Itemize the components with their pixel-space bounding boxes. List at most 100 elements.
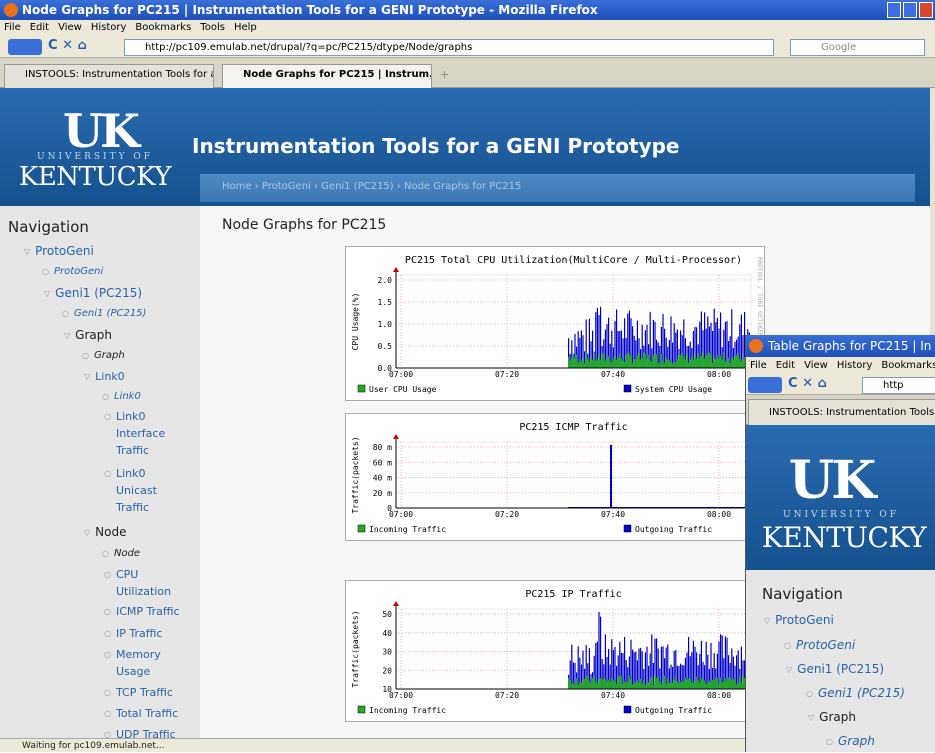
nav-item[interactable]: ○ ProtoGeni <box>42 263 192 280</box>
nav-item[interactable]: ○ Graph <box>826 733 935 750</box>
traffic-decoration <box>596 307 598 368</box>
traffic-decoration <box>646 684 648 689</box>
bullet: ▽ <box>764 616 771 625</box>
traffic-decoration <box>628 353 631 368</box>
traffic-decoration <box>606 656 608 689</box>
traffic-decoration <box>728 341 730 368</box>
search-field[interactable]: Google <box>790 39 925 56</box>
nav-item[interactable]: ○ Memory Usage <box>104 646 184 680</box>
traffic-decoration <box>593 655 595 689</box>
nav-item[interactable]: ▽ Link0 <box>84 368 194 385</box>
legend-label: User CPU Usage <box>369 385 437 394</box>
reload-stop-home[interactable]: C ✕ ⌂ <box>48 38 87 53</box>
nav-item[interactable]: ○ IP Traffic <box>104 625 199 642</box>
traffic-decoration <box>724 678 727 689</box>
menu-item[interactable]: View <box>58 22 82 33</box>
nav-label: Geni1 (PC215) <box>55 286 143 300</box>
nav-item[interactable]: ○ Geni1 (PC215) <box>806 685 935 702</box>
menu-item[interactable]: History <box>836 360 873 371</box>
traffic-decoration <box>595 312 597 368</box>
reload-stop-home[interactable]: C ✕ ⌂ <box>788 376 827 391</box>
menu-item[interactable]: File <box>4 22 21 33</box>
y-axis-label: Traffic(packets) <box>351 436 360 513</box>
nav-item[interactable]: ▽ Node <box>84 524 194 541</box>
menu-item[interactable]: Bookmarks <box>881 360 935 371</box>
nav-item[interactable]: ○ Total Traffic <box>104 705 199 722</box>
tab[interactable]: INSTOOLS: Instrumentation Tools <box>748 399 935 425</box>
traffic-decoration <box>720 634 722 689</box>
menu-item[interactable]: View <box>804 360 828 371</box>
x-tick-label: 07:40 <box>601 370 625 379</box>
traffic-decoration <box>678 683 680 689</box>
nav-item[interactable]: ○ UDP Traffic <box>104 726 199 743</box>
menu-item[interactable]: Edit <box>29 22 50 33</box>
traffic-decoration <box>729 677 732 689</box>
traffic-decoration <box>628 656 630 689</box>
traffic-decoration <box>598 315 600 368</box>
traffic-decoration <box>696 652 698 689</box>
traffic-decoration <box>728 677 730 689</box>
traffic-decoration <box>624 681 626 689</box>
maximize[interactable] <box>903 2 917 18</box>
traffic-decoration <box>710 642 712 689</box>
breadcrumb[interactable]: Home › ProtoGeni › Geni1 (PC215) › Node … <box>200 174 915 202</box>
traffic-decoration <box>603 678 605 689</box>
nav-item[interactable]: ○ CPU Utilization <box>104 566 194 600</box>
nav-item[interactable]: ○ TCP Traffic <box>104 684 199 701</box>
nav-label: ProtoGeni <box>795 638 856 652</box>
traffic-decoration <box>718 328 720 368</box>
nav-item[interactable]: ▽ Geni1 (PC215) <box>786 661 935 678</box>
traffic-decoration <box>710 681 712 689</box>
back-forward[interactable] <box>8 39 42 55</box>
nav-label: TCP Traffic <box>115 686 173 699</box>
traffic-decoration <box>734 356 736 368</box>
nav-label: CPU Utilization <box>115 568 172 598</box>
nav-item[interactable]: ▽ ProtoGeni <box>764 612 934 629</box>
nav-item[interactable]: ○ Link0 Unicast Traffic <box>104 465 184 516</box>
url-field[interactable]: http://pc109.emulab.net/drupal/?q=pc/PC2… <box>124 39 774 56</box>
nav-item[interactable]: ○ Graph <box>82 347 192 364</box>
nav-label: Memory Usage <box>115 648 161 678</box>
traffic-decoration <box>660 354 663 368</box>
nav-item[interactable]: ○ Node <box>102 545 192 562</box>
menu-item[interactable]: History <box>90 22 127 33</box>
traffic-decoration <box>710 354 712 368</box>
tab[interactable]: INSTOOLS: Instrumentation Tools for a... <box>4 64 214 88</box>
traffic-decoration <box>686 652 688 689</box>
new-tab[interactable]: + <box>440 68 450 81</box>
tab-active[interactable]: Node Graphs for PC215 | Instrum... <box>222 64 432 88</box>
close[interactable] <box>919 2 933 18</box>
traffic-decoration <box>640 349 642 368</box>
traffic-decoration <box>712 330 714 368</box>
back-forward[interactable] <box>748 377 782 393</box>
bullet: ○ <box>42 267 49 276</box>
menu-item[interactable]: Help <box>233 22 257 33</box>
nav-item[interactable]: ○ Link0 <box>102 388 192 405</box>
url-field[interactable]: http <box>862 377 935 394</box>
nav-item[interactable]: ▽ Graph <box>808 709 935 726</box>
menu-item[interactable]: Tools <box>200 22 225 33</box>
minimize[interactable] <box>887 2 901 18</box>
nav-item[interactable]: ▽ ProtoGeni <box>24 243 194 260</box>
nav-item[interactable]: ▽ Geni1 (PC215) <box>44 285 194 302</box>
nav-item[interactable]: ○ Link0 Interface Traffic <box>104 408 184 459</box>
traffic-decoration <box>616 683 618 689</box>
menu-item[interactable]: Edit <box>775 360 796 371</box>
traffic-decoration <box>678 354 680 368</box>
menu-item[interactable]: Bookmarks <box>135 22 192 33</box>
traffic-decoration <box>667 359 669 368</box>
traffic-decoration <box>729 336 731 368</box>
traffic-decoration <box>635 651 637 689</box>
traffic-decoration <box>608 679 610 689</box>
nav-label: UDP Traffic <box>115 728 176 741</box>
nav-item[interactable]: ○ Geni1 (PC215) <box>62 305 192 322</box>
nav-item[interactable]: ○ ProtoGeni <box>784 637 934 654</box>
menu-item[interactable]: File <box>750 360 767 371</box>
axis-arrow <box>393 434 399 439</box>
traffic-decoration <box>627 667 629 689</box>
traffic-decoration <box>686 680 688 689</box>
y-tick-label: 1.5 <box>378 298 393 307</box>
nav-item[interactable]: ▽ Graph <box>64 327 194 344</box>
nav-item[interactable]: ○ ICMP Traffic <box>104 603 199 620</box>
traffic-decoration <box>608 317 610 368</box>
